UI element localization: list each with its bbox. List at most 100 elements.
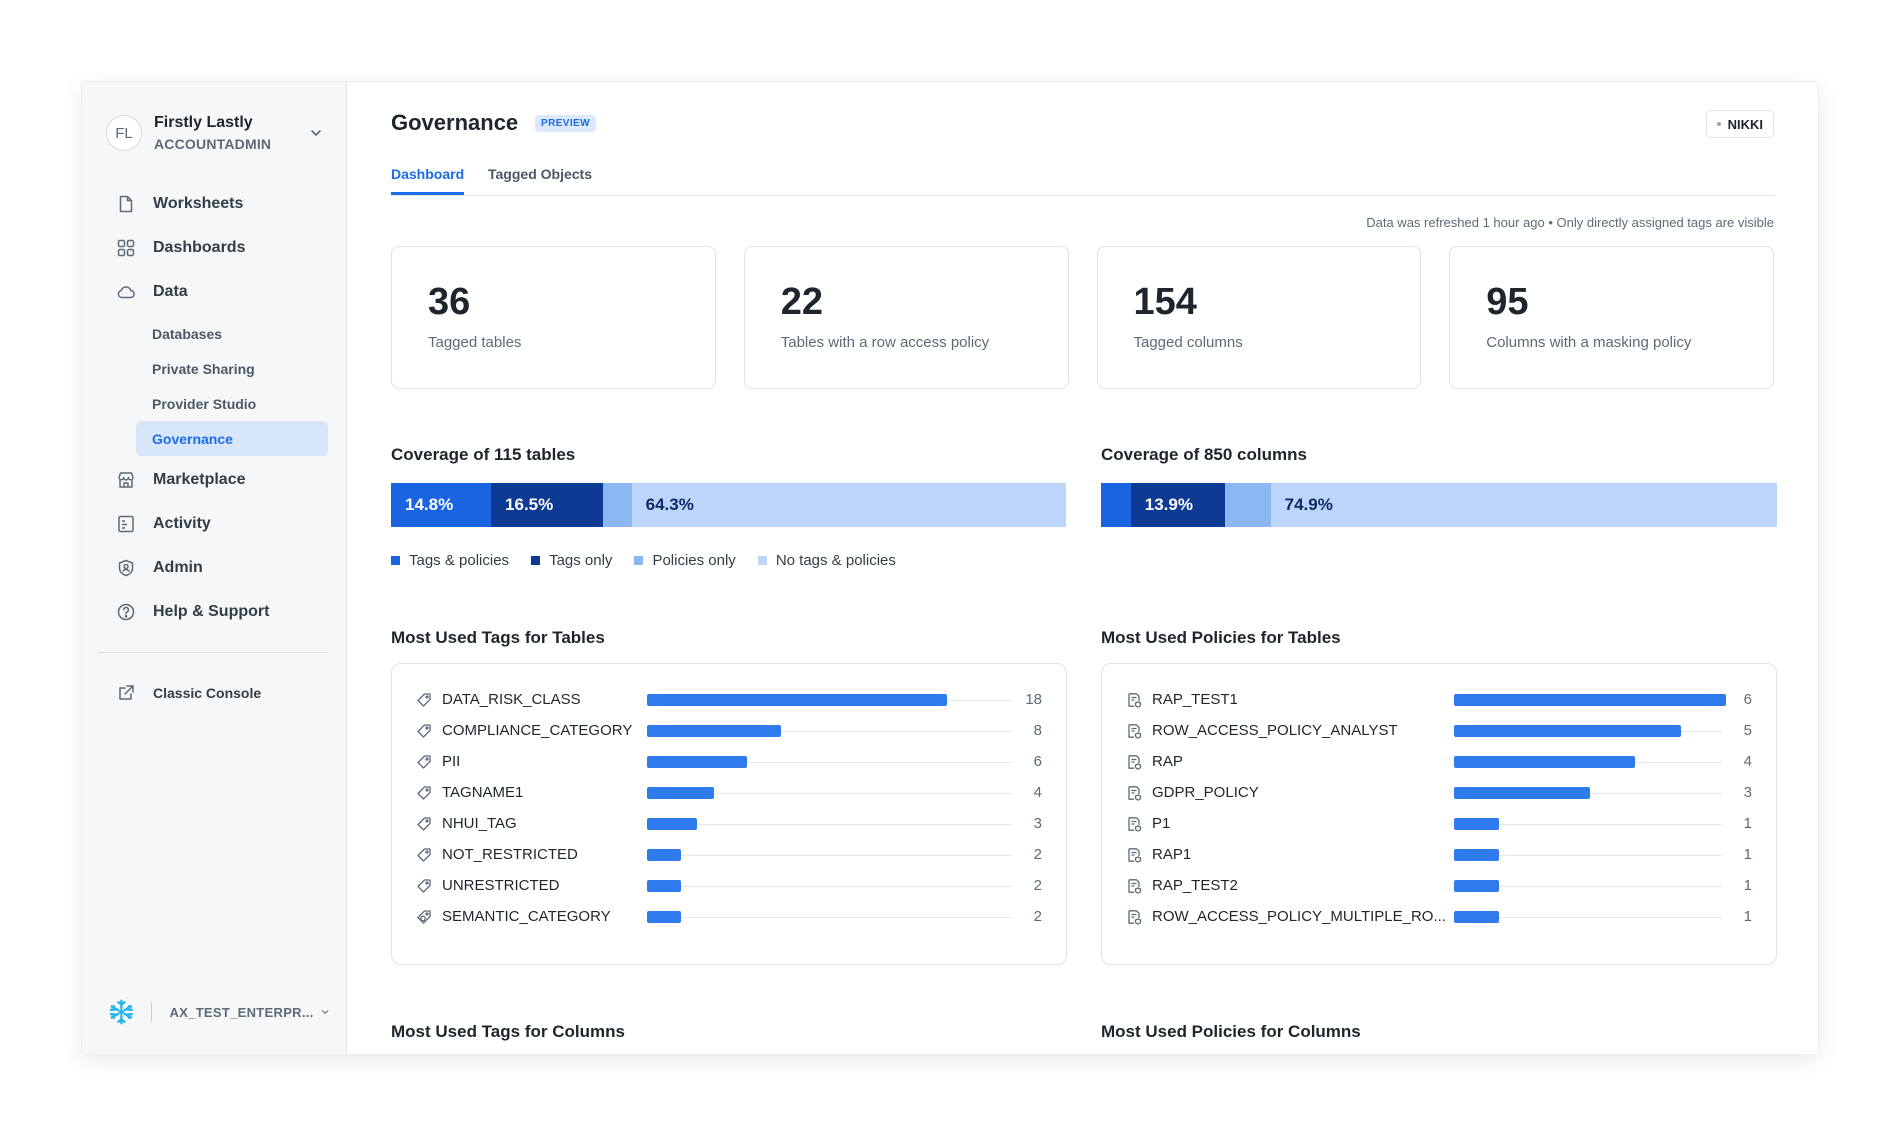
stat-value: 22 [780, 281, 824, 323]
bar-track [647, 817, 1013, 830]
bar-label: RAP_TEST2 [1152, 877, 1238, 894]
refresh-note: Data was refreshed 1 hour ago • Only dir… [1366, 215, 1774, 230]
bar [647, 755, 748, 768]
sidebar-subitem-provider-studio[interactable]: Provider Studio [152, 395, 257, 412]
coverage-segment-policies-only[interactable] [1224, 483, 1271, 527]
policy-icon [1126, 909, 1142, 925]
list-item[interactable]: DATA_RISK_CLASS 18 [416, 684, 1042, 715]
coverage-segment-tags-and-policies[interactable]: 14.8% [391, 483, 492, 527]
tab-dashboard[interactable]: Dashboard [391, 166, 465, 195]
store-icon [116, 470, 136, 490]
user-name: Firstly Lastly [154, 114, 253, 131]
tag-icon [416, 754, 432, 770]
bar [1453, 848, 1500, 861]
external-link-icon [116, 683, 136, 703]
list-item[interactable]: RAP_TEST1 6 [1126, 684, 1752, 715]
bar-label: ROW_ACCESS_POLICY_MULTIPLE_RO... [1152, 908, 1446, 925]
list-item[interactable]: SEMANTIC_CATEGORY 2 [416, 901, 1042, 932]
sidebar-item-admin[interactable]: Admin [82, 546, 346, 590]
sidebar-subitem-governance[interactable]: Governance [136, 421, 328, 456]
role-selector[interactable]: NIKKI [1705, 110, 1774, 138]
cloud-icon [116, 282, 136, 302]
list-item[interactable]: NOT_RESTRICTED 2 [416, 839, 1042, 870]
section-title: Most Used Policies for Columns [1101, 1022, 1361, 1041]
coverage-segment-tags-and-policies[interactable] [1101, 483, 1131, 527]
sidebar-item-worksheets[interactable]: Worksheets [82, 182, 346, 226]
list-item[interactable]: P1 1 [1126, 808, 1752, 839]
list-item[interactable]: ROW_ACCESS_POLICY_ANALYST 5 [1126, 715, 1752, 746]
stat-card: 154 Tagged columns [1096, 246, 1422, 389]
preview-badge: PREVIEW [535, 115, 596, 132]
sidebar-item-marketplace[interactable]: Marketplace [82, 458, 346, 502]
bar-label: RAP [1152, 753, 1183, 770]
bar-value: 18 [1025, 691, 1042, 708]
list-item[interactable]: RAP 4 [1126, 746, 1752, 777]
bar [1453, 786, 1590, 799]
coverage-segment-tags-only[interactable]: 13.9% [1130, 483, 1225, 527]
legend-label: Tags only [549, 552, 613, 569]
coverage-tables-title: Coverage of 115 tables [391, 445, 576, 464]
account-name: AX_TEST_ENTERPR... [169, 1004, 314, 1020]
bar-track [647, 724, 1013, 737]
bar [1453, 724, 1681, 737]
status-dot [1716, 122, 1721, 126]
coverage-tables-bar: 14.8% 16.5% 64.3% [391, 483, 1067, 527]
list-item[interactable]: RAP1 1 [1126, 839, 1752, 870]
list-item[interactable]: GDPR_POLICY 3 [1126, 777, 1752, 808]
bar-track [647, 910, 1013, 923]
list-item[interactable]: UNRESTRICTED 2 [416, 870, 1042, 901]
coverage-segment-no-tags-policies[interactable]: 64.3% [631, 483, 1067, 527]
sidebar-item-help[interactable]: Help & Support [82, 590, 346, 634]
sidebar-subitem-databases[interactable]: Databases [152, 325, 223, 342]
bar [1453, 910, 1500, 923]
tab-tagged-objects[interactable]: Tagged Objects [488, 166, 592, 182]
bar-track [1453, 910, 1723, 923]
bar-label: NHUI_TAG [442, 815, 517, 832]
sidebar-item-dashboards[interactable]: Dashboards [82, 226, 346, 270]
list-item[interactable]: NHUI_TAG 3 [416, 808, 1042, 839]
list-item[interactable]: TAGNAME1 4 [416, 777, 1042, 808]
policy-icon [1126, 847, 1142, 863]
bar-baseline [647, 916, 1013, 918]
chevron-down-icon [321, 1010, 328, 1014]
sidebar-item-label: Help & Support [153, 603, 270, 620]
stat-card: 36 Tagged tables [391, 246, 716, 389]
sidebar-item-label: Activity [153, 515, 211, 532]
coverage-segment-tags-only[interactable]: 16.5% [491, 483, 603, 527]
sidebar-item-label: Data [153, 283, 188, 300]
bar [647, 693, 948, 706]
list-item[interactable]: PII 6 [416, 746, 1042, 777]
bar-value: 3 [1743, 784, 1752, 801]
bar-label: SEMANTIC_CATEGORY [442, 908, 611, 925]
sidebar-item-data[interactable]: Data [82, 270, 346, 314]
legend-item: No tags & policies [757, 552, 896, 569]
legend-item: Tags & policies [391, 552, 509, 569]
tag-icon [416, 692, 432, 708]
account-switcher[interactable]: AX_TEST_ENTERPR... [108, 994, 330, 1030]
policy-icon [1126, 878, 1142, 894]
coverage-segment-no-tags-policies[interactable]: 74.9% [1270, 483, 1777, 527]
bar-value: 1 [1743, 815, 1752, 832]
sidebar-subitem-private-sharing[interactable]: Private Sharing [152, 360, 255, 377]
bar-value: 5 [1743, 722, 1752, 739]
coverage-segment-policies-only[interactable] [602, 483, 632, 527]
sidebar-item-classic-console[interactable]: Classic Console [82, 671, 346, 715]
sidebar-nav: Worksheets Dashboards Data Databases Pri… [82, 182, 346, 715]
list-item[interactable]: COMPLIANCE_CATEGORY 8 [416, 715, 1042, 746]
main-content: Governance PREVIEW NIKKI Dashboard Tagge… [347, 82, 1818, 1054]
bar-track [1453, 693, 1726, 706]
list-item[interactable]: RAP_TEST2 1 [1126, 870, 1752, 901]
list-item[interactable]: ROW_ACCESS_POLICY_MULTIPLE_RO... 1 [1126, 901, 1752, 932]
sidebar-item-activity[interactable]: Activity [82, 502, 346, 546]
bar-label: GDPR_POLICY [1152, 784, 1259, 801]
bar [1453, 693, 1726, 706]
bar [647, 724, 781, 737]
bar-label: DATA_RISK_CLASS [442, 691, 581, 708]
section-title: Most Used Tags for Columns [391, 1022, 625, 1041]
bar-baseline [1453, 916, 1723, 918]
stat-label: Tables with a row access policy [780, 334, 990, 351]
user-menu[interactable]: FL Firstly Lastly ACCOUNTADMIN [106, 110, 324, 156]
bar-track [1453, 879, 1723, 892]
bar-value: 4 [1743, 753, 1752, 770]
bar-track [1453, 848, 1723, 861]
